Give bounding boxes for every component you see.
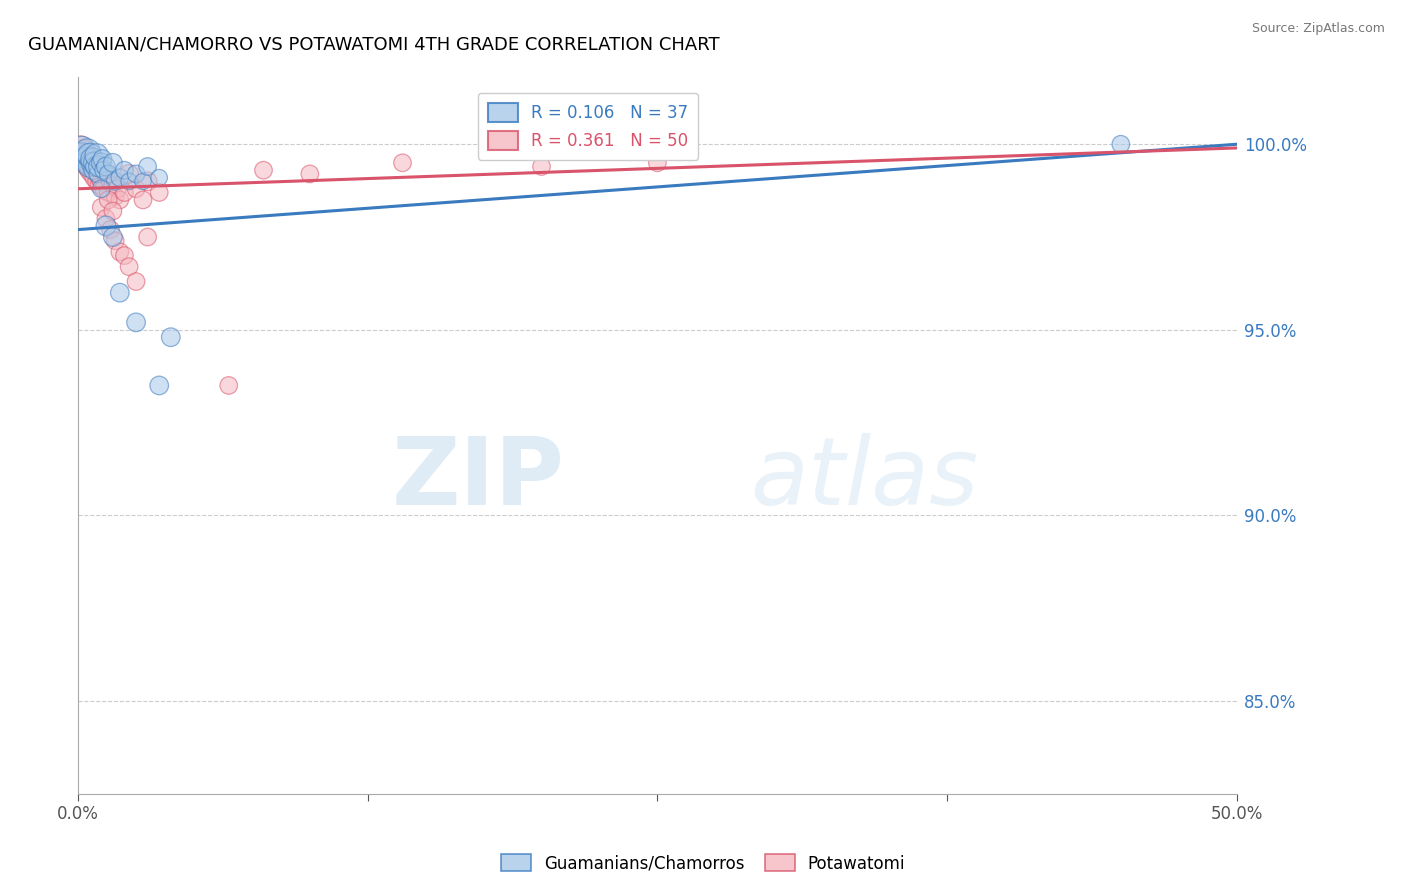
- Point: [76, 160, 98, 174]
- Point: [84, 160, 107, 174]
- Point: [87, 160, 110, 174]
- Point: [114, 186, 136, 200]
- Point: [79, 163, 101, 178]
- Point: [136, 160, 159, 174]
- Legend: R = 0.106   N = 37, R = 0.361   N = 50: R = 0.106 N = 37, R = 0.361 N = 50: [478, 93, 699, 160]
- Point: [1109, 137, 1132, 152]
- Point: [104, 174, 127, 188]
- Point: [125, 315, 148, 329]
- Point: [100, 174, 122, 188]
- Point: [90, 174, 112, 188]
- Point: [83, 170, 105, 185]
- Point: [75, 156, 97, 170]
- Point: [90, 182, 112, 196]
- Point: [89, 170, 111, 185]
- Point: [148, 186, 170, 200]
- Point: [77, 152, 100, 166]
- Point: [73, 145, 96, 159]
- Point: [252, 163, 274, 178]
- Point: [84, 163, 107, 178]
- Point: [70, 143, 93, 157]
- Point: [80, 167, 103, 181]
- Point: [80, 156, 103, 170]
- Text: ZIP: ZIP: [392, 433, 565, 524]
- Point: [72, 148, 94, 162]
- Point: [530, 160, 553, 174]
- Point: [118, 167, 141, 181]
- Point: [148, 170, 170, 185]
- Point: [93, 163, 115, 178]
- Point: [86, 174, 108, 188]
- Point: [159, 330, 181, 344]
- Point: [72, 152, 94, 166]
- Point: [125, 275, 148, 289]
- Legend: Guamanians/Chamorros, Potawatomi: Guamanians/Chamorros, Potawatomi: [494, 847, 912, 880]
- Point: [391, 156, 413, 170]
- Point: [94, 167, 117, 181]
- Point: [94, 211, 117, 226]
- Point: [218, 378, 240, 392]
- Point: [101, 178, 124, 192]
- Point: [114, 249, 136, 263]
- Point: [97, 167, 120, 181]
- Point: [108, 244, 131, 259]
- Point: [79, 148, 101, 162]
- Point: [148, 378, 170, 392]
- Point: [100, 222, 122, 236]
- Point: [125, 167, 148, 181]
- Point: [75, 152, 97, 166]
- Point: [104, 189, 127, 203]
- Point: [87, 178, 110, 192]
- Text: atlas: atlas: [749, 433, 979, 524]
- Point: [94, 160, 117, 174]
- Text: Source: ZipAtlas.com: Source: ZipAtlas.com: [1251, 22, 1385, 36]
- Point: [132, 174, 155, 188]
- Point: [647, 156, 669, 170]
- Point: [75, 148, 97, 162]
- Point: [80, 156, 103, 170]
- Point: [101, 230, 124, 244]
- Point: [91, 152, 114, 166]
- Point: [101, 204, 124, 219]
- Point: [94, 219, 117, 233]
- Point: [97, 186, 120, 200]
- Point: [75, 156, 97, 170]
- Point: [70, 146, 93, 161]
- Point: [108, 170, 131, 185]
- Point: [90, 200, 112, 214]
- Point: [132, 193, 155, 207]
- Point: [108, 285, 131, 300]
- Point: [87, 167, 110, 181]
- Point: [107, 182, 129, 196]
- Point: [101, 156, 124, 170]
- Point: [97, 193, 120, 207]
- Point: [118, 174, 141, 188]
- Point: [136, 174, 159, 188]
- Point: [77, 160, 100, 174]
- Point: [298, 167, 321, 181]
- Point: [136, 230, 159, 244]
- Point: [118, 260, 141, 274]
- Point: [83, 156, 105, 170]
- Point: [69, 141, 91, 155]
- Point: [104, 234, 127, 248]
- Point: [87, 167, 110, 181]
- Text: GUAMANIAN/CHAMORRO VS POTAWATOMI 4TH GRADE CORRELATION CHART: GUAMANIAN/CHAMORRO VS POTAWATOMI 4TH GRA…: [28, 36, 720, 54]
- Point: [76, 145, 98, 159]
- Point: [108, 193, 131, 207]
- Point: [86, 148, 108, 162]
- Point: [114, 163, 136, 178]
- Point: [90, 156, 112, 170]
- Point: [125, 182, 148, 196]
- Point: [93, 182, 115, 196]
- Point: [80, 152, 103, 166]
- Point: [82, 160, 104, 174]
- Point: [82, 163, 104, 178]
